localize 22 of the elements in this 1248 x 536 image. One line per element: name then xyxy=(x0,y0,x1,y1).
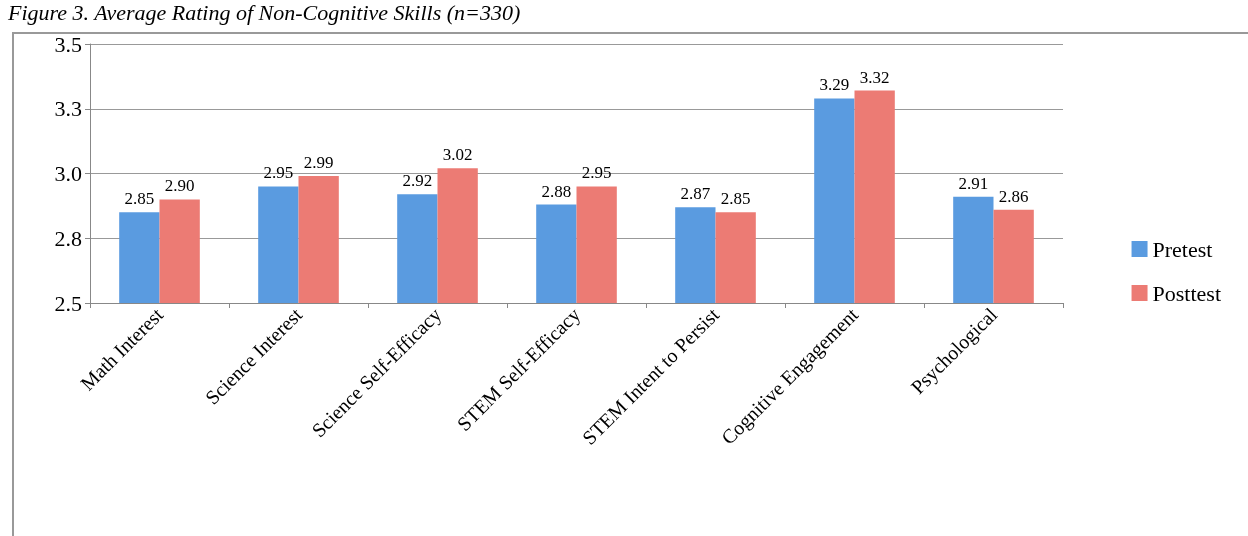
chart-title: Figure 3. Average Rating of Non-Cognitive Skills (n=330) xyxy=(8,0,521,26)
data-label: 3.02 xyxy=(442,145,473,165)
legend-label: Pretest xyxy=(1152,236,1213,262)
data-label: 2.95 xyxy=(581,163,612,183)
legend-label: Posttest xyxy=(1152,280,1222,306)
data-label: 2.92 xyxy=(402,171,433,191)
data-label: 3.32 xyxy=(859,67,890,87)
data-label: 2.95 xyxy=(263,163,294,183)
y-tick-label: 2.5 xyxy=(54,290,82,316)
y-tick-label: 3.3 xyxy=(54,96,82,122)
data-label: 3.29 xyxy=(819,75,850,95)
data-label: 2.85 xyxy=(124,189,155,209)
y-tick-label: 3.5 xyxy=(54,31,82,57)
data-label: 2.99 xyxy=(303,153,334,173)
y-tick-label: 3.0 xyxy=(54,161,82,186)
data-label: 2.91 xyxy=(958,173,989,193)
data-label: 2.86 xyxy=(998,186,1029,206)
y-tick-label: 2.8 xyxy=(54,225,82,251)
data-label: 2.90 xyxy=(164,176,195,196)
data-label: 2.88 xyxy=(541,181,572,201)
data-label: 2.85 xyxy=(720,189,751,209)
data-label: 2.87 xyxy=(680,184,711,204)
